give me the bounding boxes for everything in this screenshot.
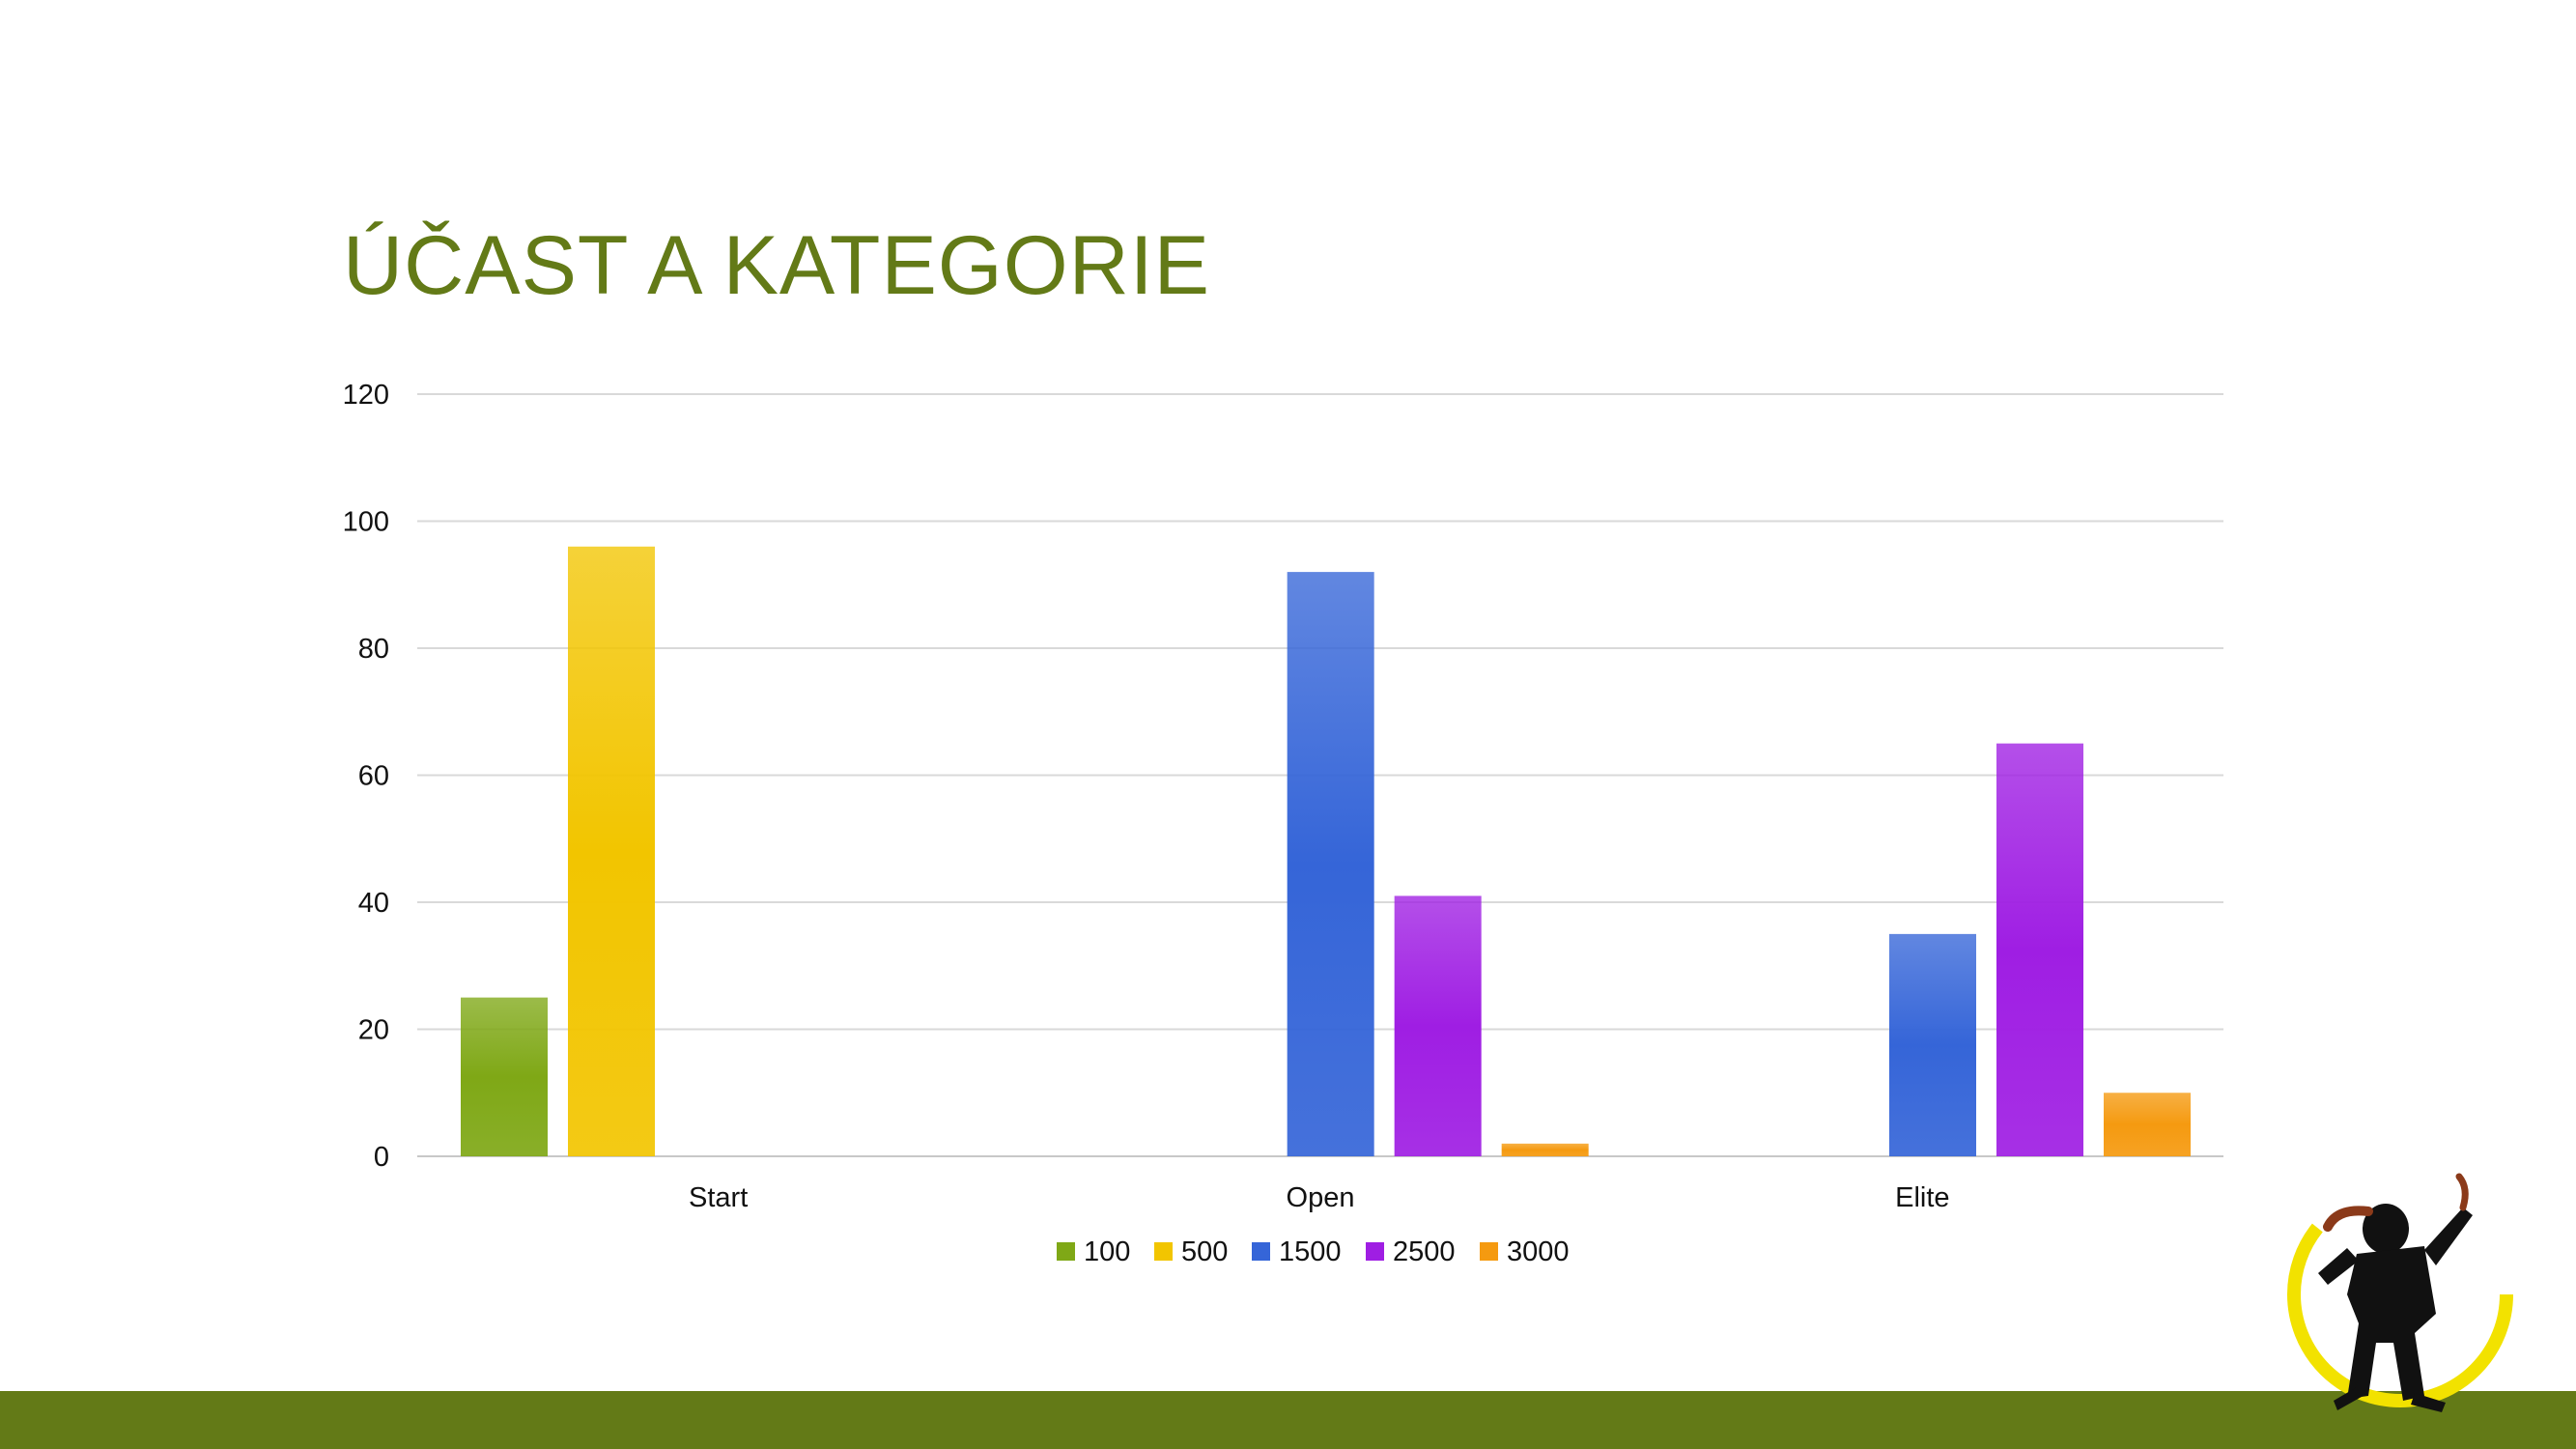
x-category-label: Elite (1895, 1182, 1949, 1213)
legend-swatch-500 (1154, 1242, 1173, 1261)
bar-elite-3000 (2104, 1093, 2191, 1156)
bar-open-2500 (1394, 895, 1482, 1156)
bar-elite-1500 (1889, 933, 1976, 1156)
bar-elite-2500 (1996, 743, 2083, 1156)
legend: 100 500 1500 2500 3000 (1057, 1236, 1570, 1267)
x-axis-labels: Start Open Elite (689, 1182, 1950, 1213)
y-tick-label: 0 (374, 1142, 389, 1173)
legend-swatch-2500 (1366, 1242, 1384, 1261)
bars (461, 546, 2191, 1156)
bar-start-500 (568, 546, 655, 1156)
bar-start-100 (461, 997, 548, 1156)
bar-open-3000 (1501, 1143, 1589, 1156)
y-tick-label: 120 (343, 380, 389, 411)
x-category-label: Open (1287, 1182, 1355, 1213)
runner-logo (2287, 1173, 2513, 1412)
slide-title: ÚČAST A KATEGORIE (343, 219, 1210, 312)
legend-label-1500: 1500 (1279, 1236, 1342, 1267)
y-tick-label: 40 (358, 888, 389, 919)
y-tick-label: 20 (358, 1015, 389, 1046)
legend-label-3000: 3000 (1507, 1236, 1570, 1267)
bar-chart: 0 20 40 60 80 100 120 Start Open Elite 100 500 150… (343, 380, 2223, 1267)
y-axis-ticks: 0 20 40 60 80 100 120 (343, 380, 389, 1173)
legend-swatch-100 (1057, 1242, 1075, 1261)
legend-label-500: 500 (1181, 1236, 1228, 1267)
y-tick-label: 60 (358, 761, 389, 792)
legend-label-2500: 2500 (1393, 1236, 1456, 1267)
y-tick-label: 80 (358, 634, 389, 665)
legend-swatch-3000 (1480, 1242, 1498, 1261)
legend-swatch-1500 (1252, 1242, 1270, 1261)
bar-open-1500 (1287, 572, 1374, 1156)
y-tick-label: 100 (343, 507, 389, 538)
x-category-label: Start (689, 1182, 748, 1213)
legend-label-100: 100 (1084, 1236, 1130, 1267)
footer-bar (0, 1391, 2576, 1449)
